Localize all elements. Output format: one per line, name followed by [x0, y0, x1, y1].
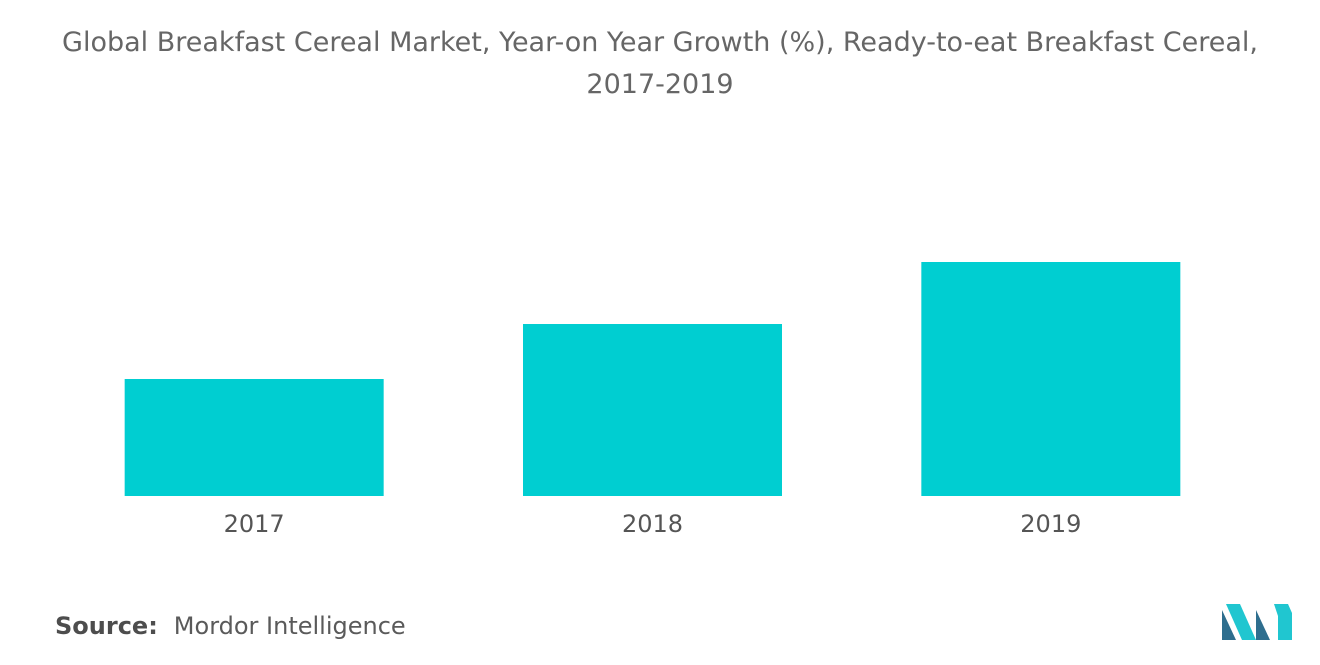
source-note: Source: Mordor Intelligence [55, 612, 406, 640]
chart-title-line-1: Global Breakfast Cereal Market, Year-on … [62, 27, 1258, 58]
mordor-intelligence-logo-icon [1222, 604, 1292, 640]
chart-title: Global Breakfast Cereal Market, Year-on … [0, 22, 1320, 106]
source-label: Source: [55, 612, 158, 640]
x-tick-label-2017: 2017 [224, 510, 285, 538]
bar-2017 [124, 379, 384, 496]
source-value: Mordor Intelligence [173, 612, 406, 640]
chart-title-line-2: 2017-2019 [586, 69, 734, 100]
bar-2018 [523, 324, 782, 496]
x-tick-label-2018: 2018 [622, 510, 683, 538]
x-tick-label-2019: 2019 [1020, 510, 1081, 538]
bar-2019 [921, 262, 1181, 496]
